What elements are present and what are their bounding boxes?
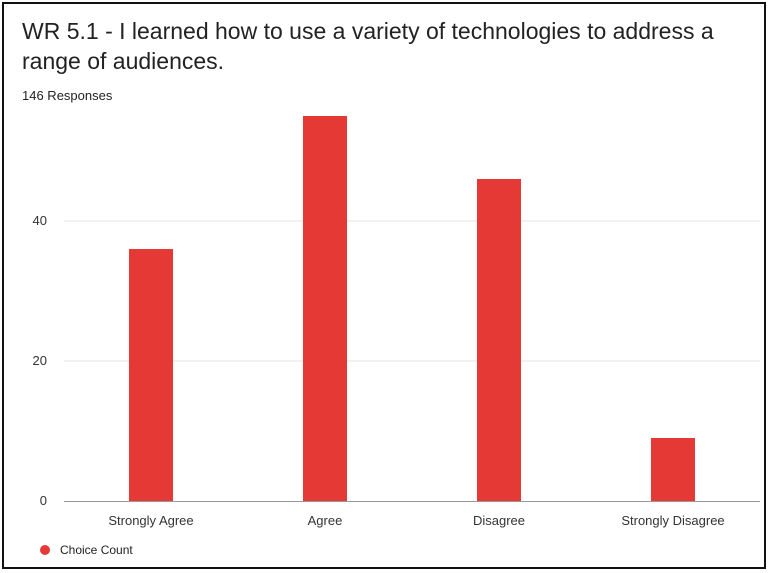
response-count: 146 Responses xyxy=(22,88,113,103)
bar-strongly-disagree xyxy=(651,438,695,501)
legend-label: Choice Count xyxy=(60,543,133,557)
legend: Choice Count xyxy=(40,543,133,557)
bar-strongly-agree xyxy=(129,249,173,501)
y-tick-label: 0 xyxy=(40,493,47,508)
x-tick-label: Disagree xyxy=(473,513,525,528)
x-tick-label: Agree xyxy=(308,513,343,528)
bar-disagree xyxy=(477,179,521,501)
y-tick-label: 40 xyxy=(33,213,47,228)
x-tick-label: Strongly Disagree xyxy=(621,513,724,528)
legend-swatch xyxy=(40,545,50,555)
y-tick-label: 20 xyxy=(33,353,47,368)
x-tick-label: Strongly Agree xyxy=(108,513,193,528)
bar-agree xyxy=(303,116,347,501)
chart-title: WR 5.1 - I learned how to use a variety … xyxy=(22,18,714,74)
